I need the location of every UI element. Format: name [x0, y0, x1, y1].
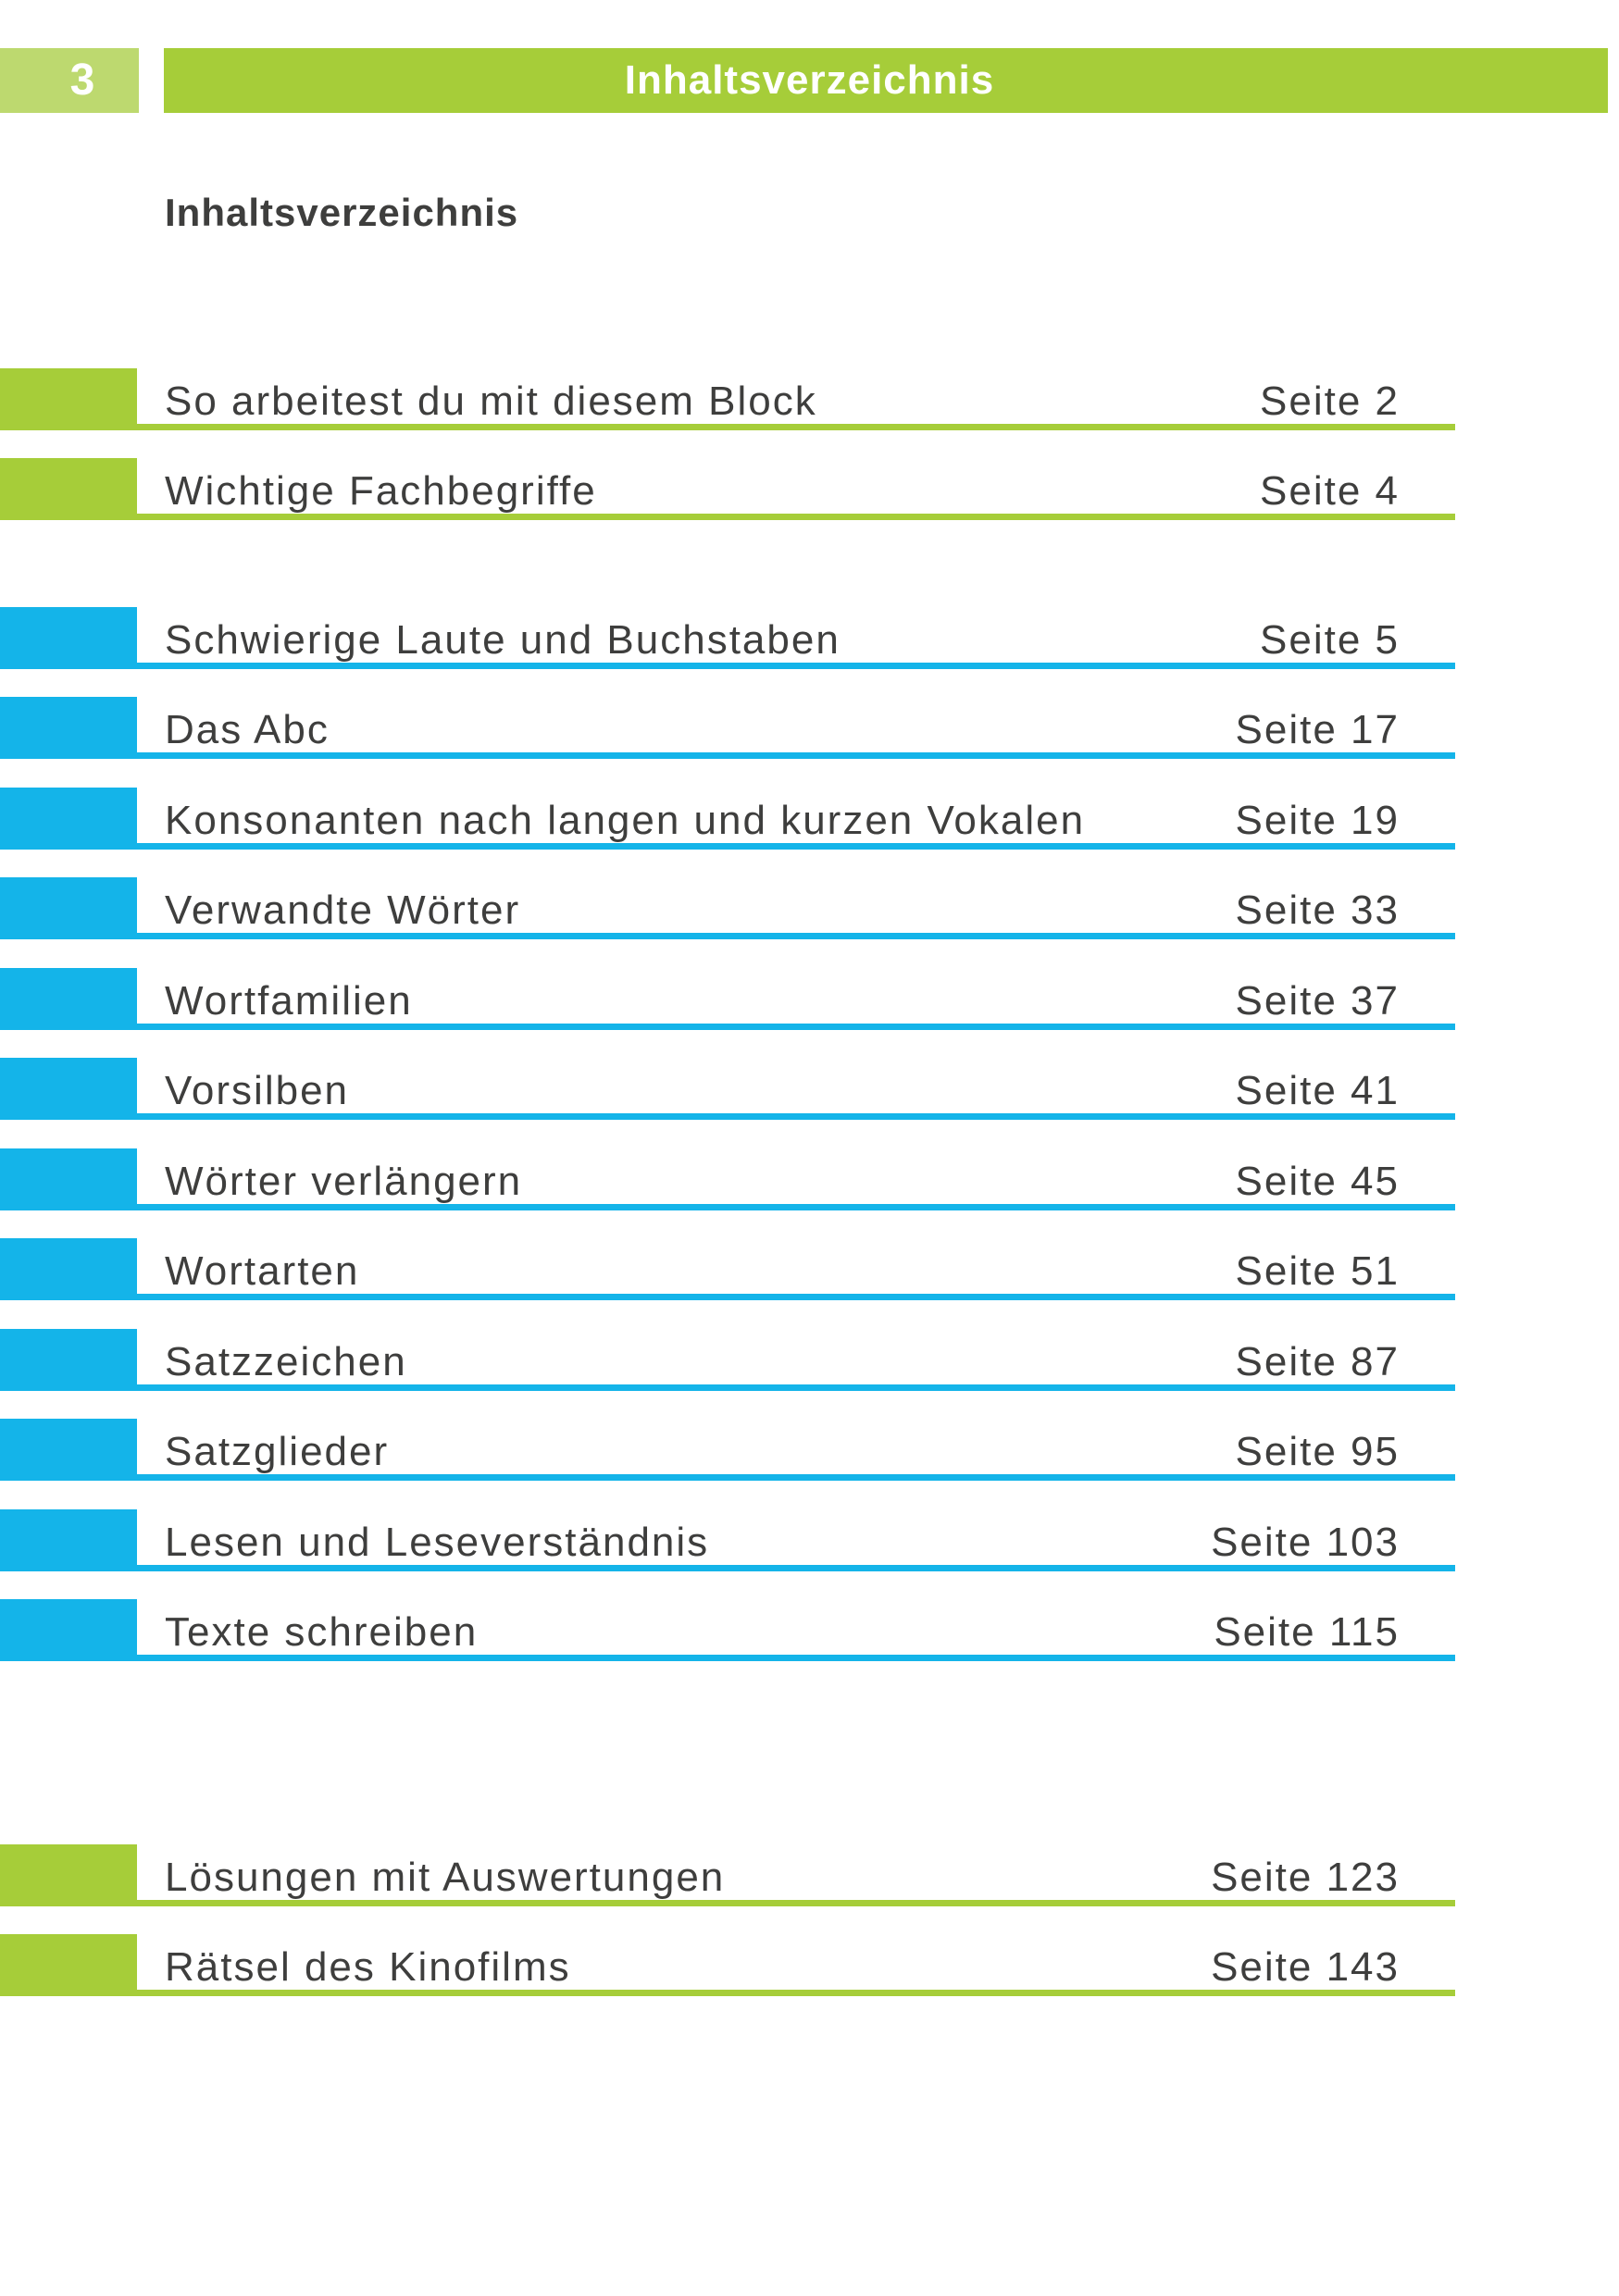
toc-item-page: Seite 103 — [1211, 1520, 1400, 1565]
toc-row-bar — [0, 1509, 137, 1571]
toc-item-page: Seite 17 — [1235, 707, 1400, 752]
toc-row-bar — [0, 968, 137, 1030]
toc-item-title: Lesen und Leseverständnis — [165, 1520, 710, 1565]
toc-row-underline — [137, 514, 1455, 520]
toc-item-title: Wichtige Fachbegriffe — [165, 468, 597, 514]
toc-row-bar — [0, 607, 137, 669]
toc-row-underline — [137, 1474, 1455, 1481]
toc-row: Konsonanten nach langen und kurzen Vokal… — [0, 788, 1619, 850]
toc-row-bar — [0, 1148, 137, 1210]
toc-row-bar — [0, 1419, 137, 1481]
toc-item-page: Seite 115 — [1214, 1609, 1400, 1655]
page-number-box: 3 — [0, 48, 139, 113]
toc-row: So arbeitest du mit diesem Block Seite 2 — [0, 368, 1619, 430]
toc-row-bar — [0, 1599, 137, 1661]
toc-row-bar — [0, 1329, 137, 1391]
toc-row: Satzglieder Seite 95 — [0, 1419, 1619, 1481]
toc-row-underline — [137, 663, 1455, 669]
page-number: 3 — [69, 56, 95, 105]
toc-row: Wichtige Fachbegriffe Seite 4 — [0, 458, 1619, 520]
toc-row: Schwierige Laute und Buchstaben Seite 5 — [0, 607, 1619, 669]
toc-item-title: Wortfamilien — [165, 978, 413, 1024]
toc-row: Wörter verlängern Seite 45 — [0, 1148, 1619, 1210]
toc-row: Wortarten Seite 51 — [0, 1238, 1619, 1300]
toc-row-underline — [137, 1204, 1455, 1210]
toc-item-page: Seite 45 — [1235, 1159, 1400, 1204]
header-title-zone: Inhaltsverzeichnis — [164, 48, 1455, 113]
toc-item-page: Seite 51 — [1235, 1248, 1400, 1294]
toc-item-page: Seite 19 — [1235, 798, 1400, 843]
toc-row: Satzzeichen Seite 87 — [0, 1329, 1619, 1391]
toc-row-bar — [0, 877, 137, 939]
toc-item-title: Satzzeichen — [165, 1339, 407, 1384]
toc-row-bar — [0, 368, 137, 430]
header-title: Inhaltsverzeichnis — [624, 57, 995, 103]
toc-item-title: Rätsel des Kinofilms — [165, 1944, 571, 1990]
toc-item-page: Seite 2 — [1260, 379, 1400, 424]
toc-row-bar — [0, 1238, 137, 1300]
toc-row-underline — [137, 1113, 1455, 1120]
toc-row: Wortfamilien Seite 37 — [0, 968, 1619, 1030]
toc-item-title: Verwandte Wörter — [165, 887, 521, 933]
toc-row-bar — [0, 1934, 137, 1996]
toc-item-title: Vorsilben — [165, 1068, 350, 1113]
toc-row-underline — [137, 1565, 1455, 1571]
toc-item-page: Seite 4 — [1260, 468, 1400, 514]
toc-item-page: Seite 123 — [1211, 1855, 1400, 1900]
toc-item-page: Seite 5 — [1260, 617, 1400, 663]
toc-row-underline — [137, 843, 1455, 850]
toc-item-page: Seite 87 — [1235, 1339, 1400, 1384]
toc-row: Lösungen mit Auswertungen Seite 123 — [0, 1844, 1619, 1906]
toc-row-underline — [137, 424, 1455, 430]
toc-row-bar — [0, 1844, 137, 1906]
toc-item-page: Seite 37 — [1235, 978, 1400, 1024]
toc-item-page: Seite 41 — [1235, 1068, 1400, 1113]
toc-item-title: So arbeitest du mit diesem Block — [165, 379, 817, 424]
toc-row: Vorsilben Seite 41 — [0, 1058, 1619, 1120]
header-band: Inhaltsverzeichnis — [164, 48, 1608, 113]
toc-row-underline — [137, 752, 1455, 759]
toc-row-bar — [0, 697, 137, 759]
toc-row: Rätsel des Kinofilms Seite 143 — [0, 1934, 1619, 1996]
toc-item-title: Satzglieder — [165, 1429, 390, 1474]
toc-row-underline — [137, 1655, 1455, 1661]
toc-row-underline — [137, 1990, 1455, 1996]
toc-row: Verwandte Wörter Seite 33 — [0, 877, 1619, 939]
toc-row-underline — [137, 1024, 1455, 1030]
toc-item-title: Schwierige Laute und Buchstaben — [165, 617, 841, 663]
toc-item-page: Seite 95 — [1235, 1429, 1400, 1474]
toc-row-underline — [137, 933, 1455, 939]
toc-item-title: Texte schreiben — [165, 1609, 479, 1655]
toc-row: Das Abc Seite 17 — [0, 697, 1619, 759]
toc-row-bar — [0, 458, 137, 520]
toc-item-page: Seite 143 — [1211, 1944, 1400, 1990]
toc-row-underline — [137, 1384, 1455, 1391]
toc-item-title: Lösungen mit Auswertungen — [165, 1855, 726, 1900]
toc-item-title: Konsonanten nach langen und kurzen Vokal… — [165, 798, 1086, 843]
toc-heading: Inhaltsverzeichnis — [165, 191, 519, 234]
toc-item-title: Das Abc — [165, 707, 330, 752]
toc-row-underline — [137, 1900, 1455, 1906]
toc-row-underline — [137, 1294, 1455, 1300]
toc-item-page: Seite 33 — [1235, 887, 1400, 933]
toc-row-bar — [0, 788, 137, 850]
toc-row-bar — [0, 1058, 137, 1120]
toc-row: Texte schreiben Seite 115 — [0, 1599, 1619, 1661]
toc-item-title: Wortarten — [165, 1248, 360, 1294]
toc-item-title: Wörter verlängern — [165, 1159, 523, 1204]
toc-row: Lesen und Leseverständnis Seite 103 — [0, 1509, 1619, 1571]
